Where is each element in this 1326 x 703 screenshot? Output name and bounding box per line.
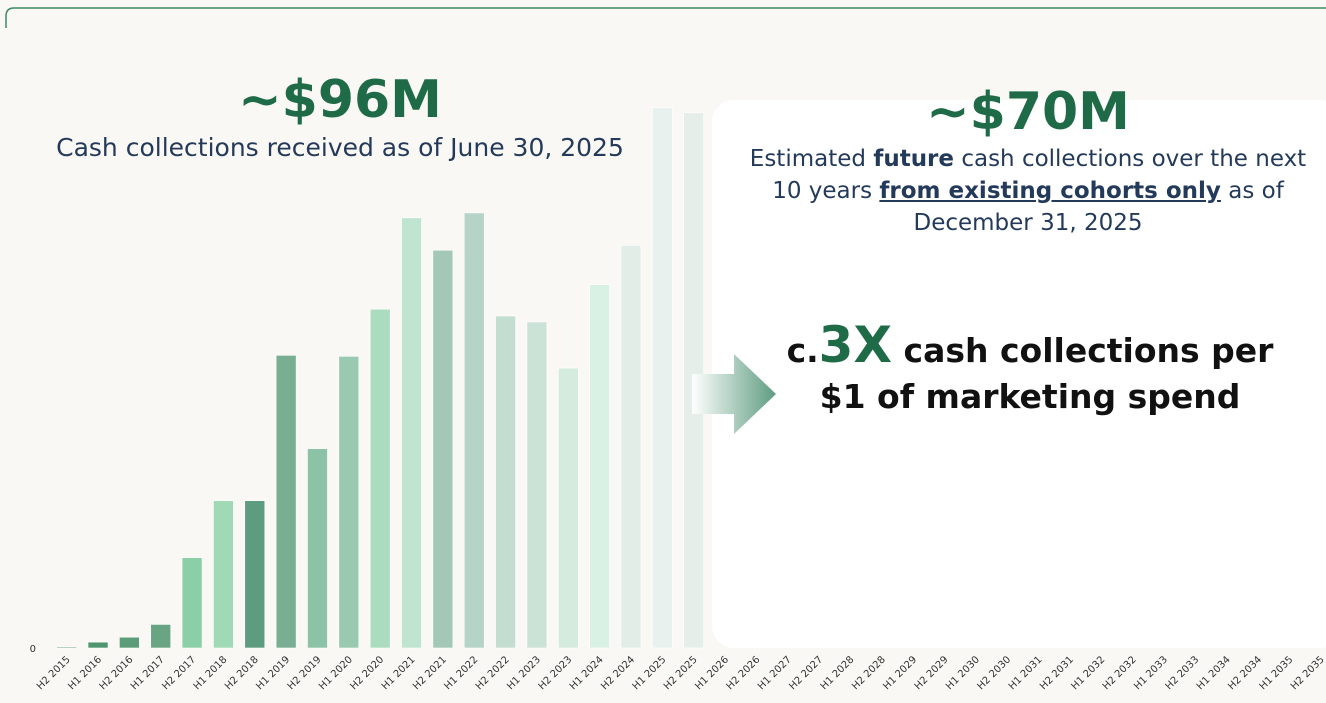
bar (463, 212, 485, 649)
x-tick-label: H2 2035 (1289, 654, 1326, 692)
right-text: Estimated future cash collections over t… (740, 143, 1316, 239)
left-headline: ~$96M (238, 70, 442, 130)
panel (712, 100, 1326, 648)
prefix: c. (786, 331, 819, 370)
bar (432, 249, 454, 649)
multiple: 3X (818, 316, 893, 374)
bar (307, 448, 328, 649)
text-underline: from existing cohorts only (879, 178, 1221, 204)
bar (275, 355, 297, 649)
text-bold: future (873, 146, 955, 172)
y-tick-label: 0 (30, 644, 36, 655)
bar (244, 500, 266, 649)
left-subtitle: Cash collections received as of June 30,… (56, 133, 624, 162)
bar (338, 356, 360, 649)
bar (589, 284, 610, 649)
text: cash collections per $1 of marketing spe… (819, 331, 1274, 416)
bar (557, 367, 579, 649)
text: cash collections over the next 10 years (772, 146, 1307, 204)
bar (369, 308, 391, 649)
multiple-text: c.3X cash collections per $1 of marketin… (760, 320, 1300, 420)
bar (401, 217, 422, 649)
bar (213, 500, 234, 649)
text: Estimated (749, 146, 874, 172)
arrow (692, 354, 776, 434)
text: as of December 31, 2025 (913, 178, 1284, 236)
bar (181, 557, 203, 649)
bar (495, 315, 516, 649)
frame-line (5, 7, 1326, 28)
bar (119, 636, 140, 649)
bar (87, 641, 109, 649)
bar (526, 321, 548, 649)
bar (150, 624, 172, 649)
bar (652, 107, 673, 649)
right-headline: ~$70M (926, 82, 1130, 142)
bar (56, 646, 77, 649)
bar (620, 245, 642, 649)
